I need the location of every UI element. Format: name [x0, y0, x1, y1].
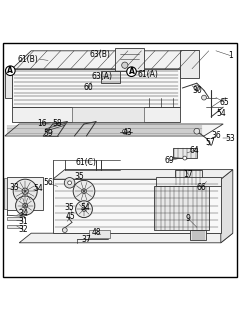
Text: 30: 30: [192, 86, 202, 95]
Circle shape: [68, 181, 72, 185]
Circle shape: [127, 67, 136, 76]
Text: 43: 43: [122, 128, 132, 137]
Text: A: A: [129, 67, 134, 76]
Text: 60: 60: [84, 84, 94, 92]
Text: 36: 36: [211, 132, 221, 140]
Text: 58: 58: [53, 119, 62, 129]
Polygon shape: [53, 179, 221, 233]
Polygon shape: [115, 48, 144, 71]
Text: 31: 31: [18, 217, 28, 226]
Text: 69: 69: [164, 156, 174, 165]
Polygon shape: [154, 186, 209, 230]
Text: 63(A): 63(A): [91, 71, 113, 81]
Text: 61(B): 61(B): [17, 55, 38, 64]
Circle shape: [64, 178, 75, 188]
Circle shape: [183, 156, 187, 160]
Polygon shape: [89, 230, 110, 238]
Text: 35: 35: [74, 172, 84, 181]
Text: 17: 17: [184, 170, 193, 179]
Text: 64: 64: [190, 146, 199, 155]
Polygon shape: [12, 107, 180, 122]
Text: 56: 56: [43, 178, 53, 187]
Text: 59: 59: [43, 129, 53, 138]
Circle shape: [16, 196, 35, 215]
Text: 45: 45: [66, 212, 76, 221]
Circle shape: [194, 85, 200, 91]
Circle shape: [82, 207, 86, 211]
Polygon shape: [190, 230, 206, 240]
Circle shape: [122, 62, 128, 68]
Text: 35: 35: [65, 204, 74, 212]
Polygon shape: [7, 177, 43, 211]
Text: 32: 32: [18, 225, 28, 234]
Polygon shape: [175, 170, 202, 185]
Text: 48: 48: [91, 228, 101, 237]
Circle shape: [22, 188, 28, 194]
Text: 34: 34: [18, 209, 28, 218]
Polygon shape: [7, 225, 22, 228]
Text: 9: 9: [186, 214, 191, 223]
Polygon shape: [101, 71, 120, 83]
Circle shape: [202, 95, 206, 100]
Circle shape: [194, 128, 200, 134]
Text: 54: 54: [34, 184, 43, 193]
Polygon shape: [12, 69, 180, 107]
Text: 63(B): 63(B): [89, 50, 110, 59]
Text: 16: 16: [37, 119, 47, 129]
Text: 54: 54: [216, 109, 226, 118]
Text: 57: 57: [205, 138, 215, 147]
Text: 61(A): 61(A): [137, 70, 158, 79]
Circle shape: [23, 203, 28, 208]
Circle shape: [73, 180, 95, 202]
Polygon shape: [12, 51, 199, 69]
Circle shape: [122, 129, 127, 134]
Text: 65: 65: [220, 98, 229, 107]
Polygon shape: [7, 217, 22, 220]
Circle shape: [62, 228, 67, 232]
Text: 37: 37: [82, 235, 91, 244]
Polygon shape: [173, 148, 197, 157]
Text: 61(C): 61(C): [76, 158, 97, 167]
Circle shape: [82, 189, 86, 194]
Polygon shape: [180, 50, 199, 78]
Text: 66: 66: [197, 183, 206, 192]
Circle shape: [13, 179, 37, 203]
Polygon shape: [72, 107, 144, 122]
Polygon shape: [221, 170, 233, 243]
Polygon shape: [53, 170, 233, 179]
Polygon shape: [5, 124, 223, 136]
Polygon shape: [156, 177, 221, 186]
Text: 54: 54: [80, 204, 90, 212]
Text: 1: 1: [228, 51, 233, 60]
Text: A: A: [7, 66, 13, 75]
Polygon shape: [4, 178, 7, 209]
Circle shape: [6, 66, 15, 76]
Text: 33: 33: [9, 183, 19, 192]
Text: 53: 53: [226, 134, 235, 143]
Polygon shape: [19, 233, 233, 243]
Circle shape: [76, 201, 92, 218]
Polygon shape: [5, 69, 12, 98]
